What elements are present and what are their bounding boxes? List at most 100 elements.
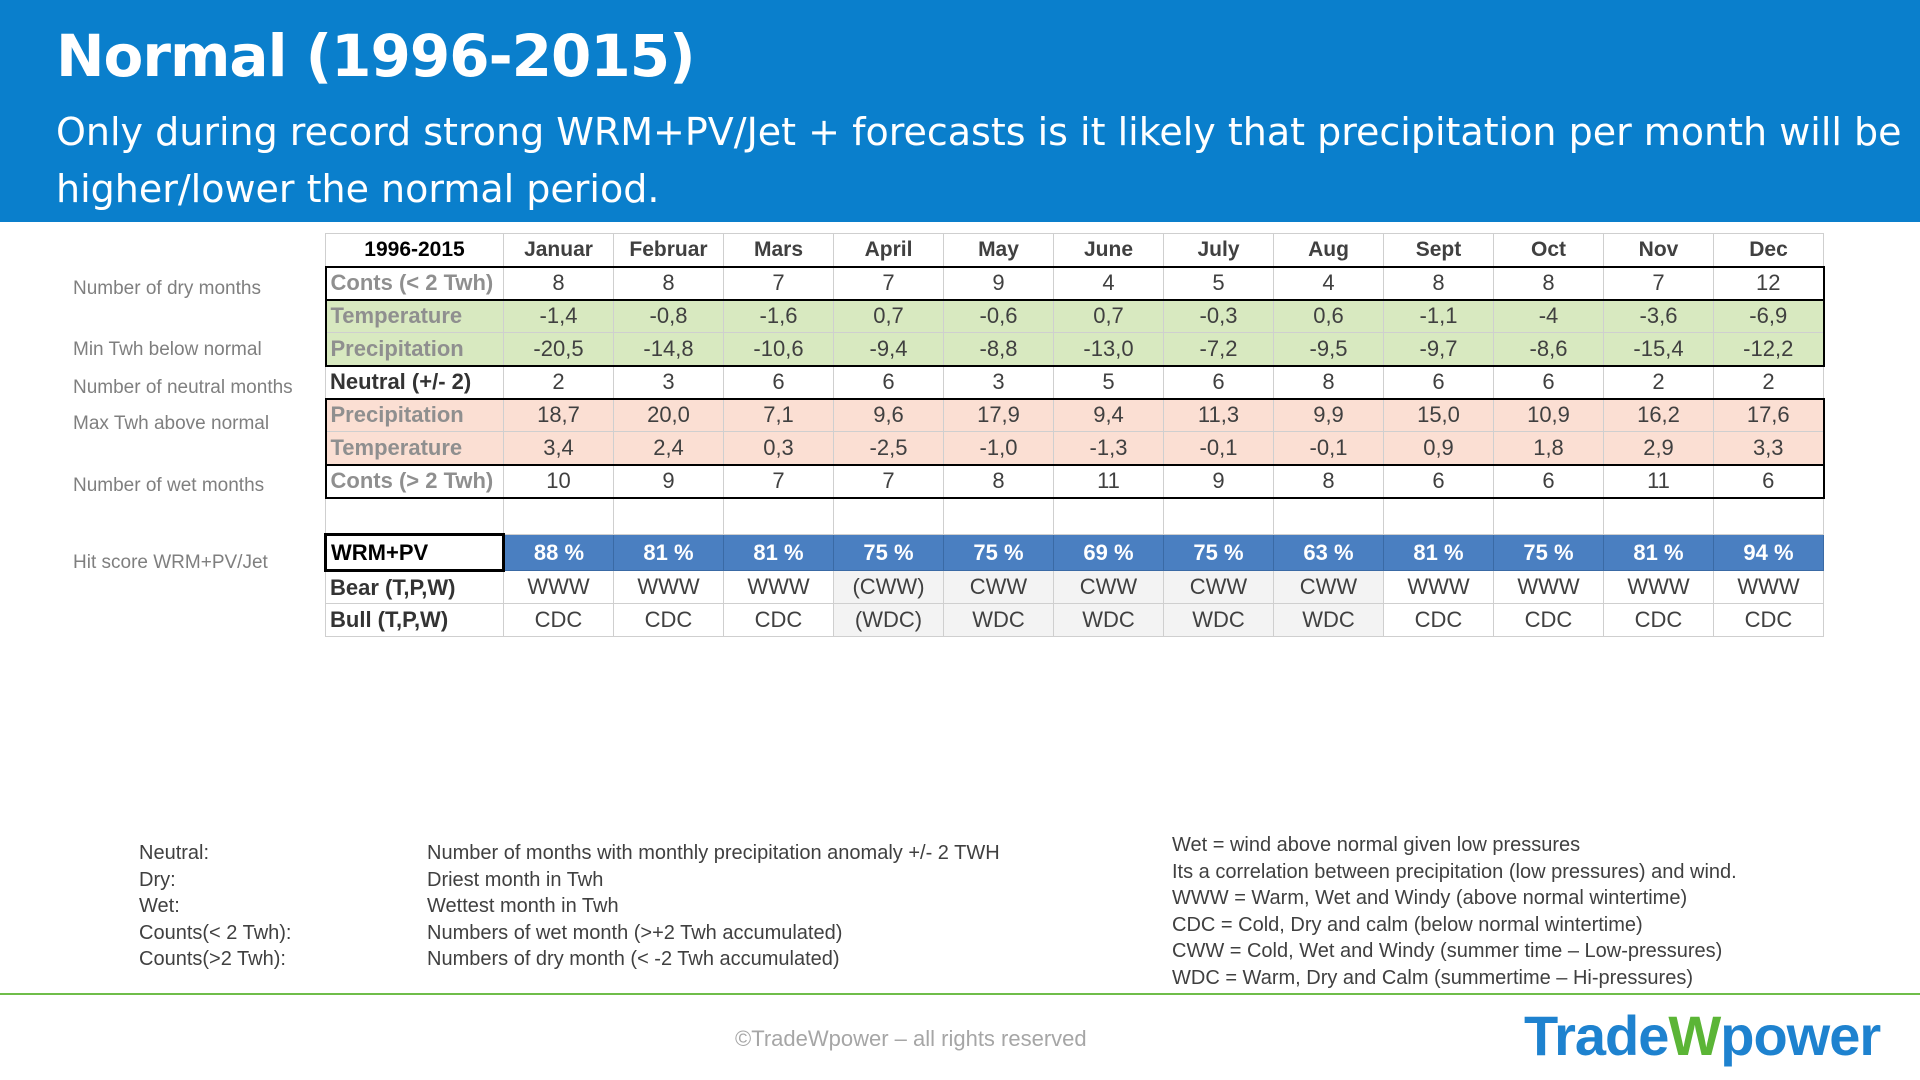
table-cell: -4 bbox=[1493, 299, 1604, 333]
table-cell: 75 % bbox=[1163, 534, 1274, 571]
label-min-below: Min Twh below normal bbox=[73, 339, 262, 360]
table-cell: 0,7 bbox=[1053, 299, 1164, 333]
table-cell: 6 bbox=[1493, 365, 1604, 399]
table-cell: 4 bbox=[1273, 266, 1384, 300]
table-cell: 6 bbox=[723, 365, 834, 399]
legend-desc: Wettest month in Twh bbox=[427, 895, 619, 917]
legend-code-line: CWW = Cold, Wet and Windy (summer time –… bbox=[1172, 940, 1723, 962]
row-label: Bear (T,P,W) bbox=[325, 570, 504, 604]
table-row-neutral: Neutral (+/- 2) 2 3 6 6 3 5 6 8 6 6 2 2 bbox=[325, 365, 1824, 399]
table-cell: WWW bbox=[723, 570, 834, 604]
row-label: Precipitation bbox=[325, 398, 504, 432]
table-cell: 1,8 bbox=[1493, 431, 1604, 465]
legend-codes: Wet = wind above normal given low pressu… bbox=[1172, 832, 1737, 991]
legend-term: Dry: bbox=[139, 868, 176, 891]
table-cell: 6 bbox=[833, 365, 944, 399]
legend-code-line: CDC = Cold, Dry and calm (below normal w… bbox=[1172, 913, 1643, 936]
table-cell: 7 bbox=[723, 464, 834, 498]
label-max-above: Max Twh above normal bbox=[73, 413, 270, 434]
table-cell: 8 bbox=[943, 464, 1054, 498]
month-header: Aug bbox=[1273, 233, 1384, 267]
table-cell: WDC bbox=[943, 603, 1054, 637]
table-cell: -1,1 bbox=[1383, 299, 1494, 333]
table-cell: CDC bbox=[723, 603, 834, 637]
table-cell: 0,7 bbox=[833, 299, 944, 333]
table-cell: WWW bbox=[613, 570, 724, 604]
label-neutral-months: Number of neutral months bbox=[73, 377, 293, 398]
month-header: May bbox=[943, 233, 1054, 267]
table-cell: -6,9 bbox=[1713, 299, 1824, 333]
table-cell: -0,3 bbox=[1163, 299, 1274, 333]
table-cell: 7 bbox=[723, 266, 834, 300]
table-cell: 2 bbox=[503, 365, 614, 399]
table-cell: -1,0 bbox=[943, 431, 1054, 465]
table-cell: 0,3 bbox=[723, 431, 834, 465]
table-cell: 81 % bbox=[1603, 534, 1714, 571]
table-cell: 94 % bbox=[1713, 534, 1824, 571]
table-cell: 6 bbox=[1383, 464, 1494, 498]
table-cell: CDC bbox=[1493, 603, 1604, 637]
legend-code-line: WDC = Warm, Dry and Calm (summertime – H… bbox=[1172, 966, 1693, 989]
table-row-wet-precipitation: Precipitation 18,7 20,0 7,1 9,6 17,9 9,4… bbox=[325, 398, 1824, 432]
table-cell: 4 bbox=[1053, 266, 1164, 300]
table-cell: CWW bbox=[1273, 570, 1384, 604]
table-cell: 16,2 bbox=[1603, 398, 1714, 432]
table-cell: -0,8 bbox=[613, 299, 724, 333]
table-cell: 3 bbox=[613, 365, 724, 399]
table-cell: CWW bbox=[943, 570, 1054, 604]
table-cell: WDC bbox=[1053, 603, 1164, 637]
table-cell: 12 bbox=[1713, 266, 1824, 300]
table-cell: 0,9 bbox=[1383, 431, 1494, 465]
table-cell: 6 bbox=[1163, 365, 1274, 399]
table-cell: -13,0 bbox=[1053, 332, 1164, 366]
month-header: June bbox=[1053, 233, 1164, 267]
table-cell: 8 bbox=[1273, 464, 1384, 498]
legend-code-line: Wet = wind above normal given low pressu… bbox=[1172, 834, 1581, 856]
table-cell: WWW bbox=[503, 570, 614, 604]
table-cell: WWW bbox=[1603, 570, 1714, 604]
table-cell: 8 bbox=[1493, 266, 1604, 300]
label-dry-months: Number of dry months bbox=[73, 278, 261, 299]
table-cell: 7,1 bbox=[723, 398, 834, 432]
table-cell: 9,6 bbox=[833, 398, 944, 432]
table-cell: WWW bbox=[1383, 570, 1494, 604]
table-cell: 9 bbox=[613, 464, 724, 498]
table-cell: 6 bbox=[1383, 365, 1494, 399]
tradewpower-logo: TradeWpower bbox=[1524, 1004, 1881, 1067]
table-cell: 8 bbox=[613, 266, 724, 300]
table-cell: 2 bbox=[1603, 365, 1714, 399]
table-row-dry-temperature: Temperature -1,4 -0,8 -1,6 0,7 -0,6 0,7 … bbox=[325, 299, 1824, 333]
table-cell: 20,0 bbox=[613, 398, 724, 432]
table-cell: -3,6 bbox=[1603, 299, 1714, 333]
table-cell: CDC bbox=[613, 603, 724, 637]
legend-code-line: Its a correlation between precipitation … bbox=[1172, 860, 1737, 883]
table-cell: -9,4 bbox=[833, 332, 944, 366]
table-cell: 7 bbox=[1603, 266, 1714, 300]
legend-desc: Numbers of wet month (>+2 Twh accumulate… bbox=[427, 921, 843, 944]
table-cell: 3 bbox=[943, 365, 1054, 399]
table-cell: 2,9 bbox=[1603, 431, 1714, 465]
table-cell: 69 % bbox=[1053, 534, 1164, 571]
table-cell: -1,4 bbox=[503, 299, 614, 333]
table-cell: 2,4 bbox=[613, 431, 724, 465]
page-subtitle: Only during record strong WRM+PV/Jet + f… bbox=[56, 110, 1902, 211]
legend-term: Counts(>2 Twh): bbox=[139, 948, 286, 970]
table-cell: 10,9 bbox=[1493, 398, 1604, 432]
table-cell: 9 bbox=[943, 266, 1054, 300]
table-cell: 10 bbox=[503, 464, 614, 498]
table-cell: -0,6 bbox=[943, 299, 1054, 333]
month-header: Januar bbox=[503, 233, 614, 267]
table-cell: 81 % bbox=[723, 534, 834, 571]
table-cell: 9,9 bbox=[1273, 398, 1384, 432]
footer-divider bbox=[0, 993, 1920, 995]
table-cell: 3,4 bbox=[503, 431, 614, 465]
row-label: Temperature bbox=[325, 431, 504, 465]
table-cell: 75 % bbox=[943, 534, 1054, 571]
table-cell: CDC bbox=[1603, 603, 1714, 637]
table-cell: -0,1 bbox=[1273, 431, 1384, 465]
table-spacer-row bbox=[325, 497, 1824, 535]
table-cell: 63 % bbox=[1273, 534, 1384, 571]
table-cell: WDC bbox=[1273, 603, 1384, 637]
month-header: July bbox=[1163, 233, 1274, 267]
table-row-dry-count: Conts (< 2 Twh) 8 8 7 7 9 4 5 4 8 8 7 12 bbox=[325, 266, 1824, 300]
